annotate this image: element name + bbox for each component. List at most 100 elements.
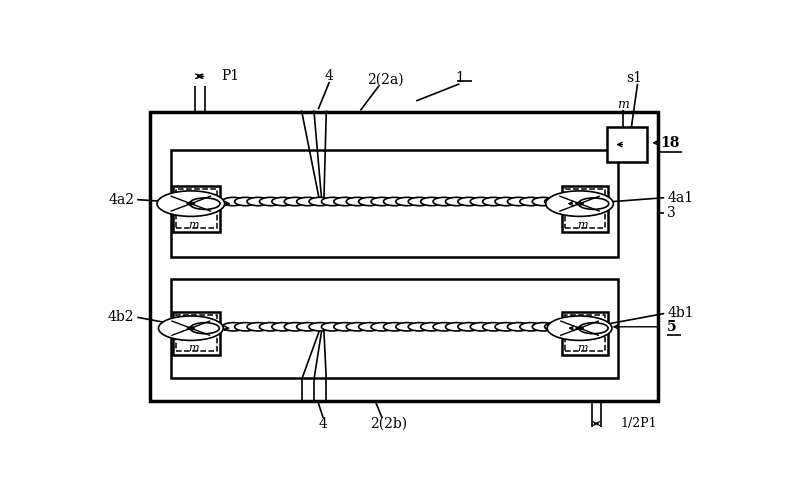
Ellipse shape (334, 197, 356, 206)
Ellipse shape (582, 197, 604, 206)
Ellipse shape (547, 316, 612, 340)
Text: 4b1: 4b1 (667, 307, 694, 320)
Ellipse shape (396, 197, 418, 206)
Ellipse shape (557, 322, 579, 331)
Ellipse shape (186, 202, 195, 205)
Ellipse shape (446, 322, 467, 331)
Text: 2(2a): 2(2a) (367, 73, 403, 87)
Bar (565, 315, 606, 352)
Ellipse shape (187, 327, 194, 330)
Ellipse shape (546, 191, 614, 216)
Text: 4b2: 4b2 (107, 310, 134, 324)
Ellipse shape (322, 322, 343, 331)
Text: 18: 18 (661, 136, 680, 150)
Bar (176, 189, 217, 228)
Ellipse shape (157, 191, 225, 216)
Ellipse shape (259, 322, 282, 331)
Ellipse shape (532, 197, 554, 206)
Ellipse shape (433, 322, 455, 331)
Bar (607, 128, 647, 162)
Text: 2(2b): 2(2b) (370, 417, 407, 430)
Ellipse shape (482, 322, 505, 331)
Ellipse shape (222, 322, 244, 331)
Text: m: m (189, 344, 199, 353)
Ellipse shape (470, 322, 492, 331)
Ellipse shape (433, 197, 455, 206)
Ellipse shape (458, 197, 480, 206)
Text: 4a1: 4a1 (667, 191, 694, 205)
Text: s1: s1 (626, 71, 642, 85)
Bar (173, 186, 220, 232)
Ellipse shape (158, 316, 223, 340)
Ellipse shape (272, 322, 294, 331)
Ellipse shape (358, 197, 381, 206)
Ellipse shape (507, 322, 530, 331)
Ellipse shape (408, 197, 430, 206)
Ellipse shape (346, 322, 368, 331)
Ellipse shape (371, 197, 393, 206)
Ellipse shape (234, 322, 257, 331)
Ellipse shape (334, 322, 356, 331)
Ellipse shape (284, 322, 306, 331)
Text: P1: P1 (221, 69, 239, 83)
Ellipse shape (557, 197, 579, 206)
Ellipse shape (482, 197, 505, 206)
Ellipse shape (259, 197, 282, 206)
Ellipse shape (495, 322, 517, 331)
Ellipse shape (570, 197, 591, 206)
Bar (150, 112, 658, 401)
Ellipse shape (309, 322, 331, 331)
Bar (562, 312, 608, 355)
Ellipse shape (396, 322, 418, 331)
Ellipse shape (190, 198, 220, 210)
Ellipse shape (507, 197, 530, 206)
Ellipse shape (579, 323, 608, 334)
Bar (171, 150, 618, 256)
Ellipse shape (272, 197, 294, 206)
Text: 3: 3 (667, 206, 676, 220)
Ellipse shape (545, 197, 566, 206)
Ellipse shape (346, 197, 368, 206)
Bar (176, 315, 217, 352)
Ellipse shape (247, 322, 269, 331)
Ellipse shape (576, 327, 583, 330)
Text: 5: 5 (667, 320, 677, 334)
Text: 4: 4 (318, 417, 328, 430)
Bar (565, 189, 606, 228)
Text: m: m (617, 98, 629, 111)
Ellipse shape (470, 197, 492, 206)
Text: 4: 4 (325, 69, 334, 83)
Ellipse shape (520, 197, 542, 206)
Ellipse shape (234, 197, 257, 206)
Ellipse shape (358, 322, 381, 331)
Ellipse shape (545, 322, 566, 331)
Ellipse shape (578, 198, 609, 210)
Ellipse shape (408, 322, 430, 331)
Text: 1: 1 (455, 71, 464, 85)
Ellipse shape (383, 322, 406, 331)
Ellipse shape (421, 322, 442, 331)
Ellipse shape (495, 197, 517, 206)
Ellipse shape (190, 323, 219, 334)
Ellipse shape (297, 322, 318, 331)
Ellipse shape (582, 322, 604, 331)
Bar (562, 186, 608, 232)
Text: 1/2P1: 1/2P1 (621, 417, 658, 430)
Ellipse shape (458, 322, 480, 331)
Ellipse shape (570, 322, 591, 331)
Text: 4a2: 4a2 (108, 193, 134, 207)
Ellipse shape (575, 202, 584, 205)
Ellipse shape (309, 197, 331, 206)
Bar (171, 280, 618, 378)
Ellipse shape (322, 197, 343, 206)
Ellipse shape (520, 322, 542, 331)
Bar (173, 312, 220, 355)
Ellipse shape (383, 197, 406, 206)
Text: m: m (578, 344, 588, 353)
Ellipse shape (247, 197, 269, 206)
Text: m: m (578, 220, 588, 230)
Ellipse shape (297, 197, 318, 206)
Ellipse shape (532, 322, 554, 331)
Ellipse shape (421, 197, 442, 206)
Ellipse shape (284, 197, 306, 206)
